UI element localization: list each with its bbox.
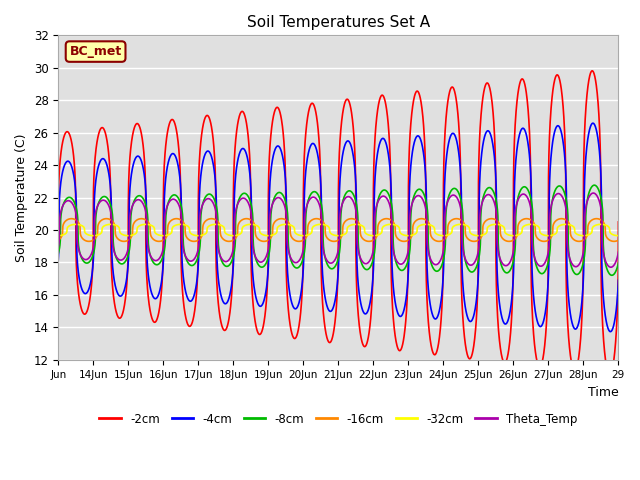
- -16cm: [377, 218, 385, 224]
- Theta_Temp: [416, 193, 424, 199]
- Theta_Temp: [54, 244, 62, 250]
- -4cm: [142, 192, 150, 197]
- -8cm: [485, 185, 493, 191]
- -4cm: [607, 329, 614, 335]
- -8cm: [377, 190, 385, 195]
- -32cm: [417, 223, 424, 228]
- Theta_Temp: [161, 211, 169, 216]
- -32cm: [566, 222, 573, 228]
- -8cm: [608, 273, 616, 278]
- -4cm: [416, 135, 424, 141]
- X-axis label: Time: Time: [588, 386, 618, 399]
- -16cm: [566, 221, 573, 227]
- -2cm: [588, 68, 596, 74]
- -4cm: [54, 257, 62, 263]
- -2cm: [377, 93, 385, 99]
- -4cm: [161, 179, 169, 185]
- Theta_Temp: [485, 192, 493, 198]
- -16cm: [485, 216, 493, 222]
- Title: Soil Temperatures Set A: Soil Temperatures Set A: [247, 15, 430, 30]
- -4cm: [485, 128, 493, 134]
- -16cm: [68, 216, 76, 222]
- -16cm: [610, 239, 618, 244]
- Text: BC_met: BC_met: [70, 45, 122, 58]
- Theta_Temp: [589, 190, 597, 196]
- -32cm: [162, 233, 170, 239]
- -32cm: [72, 221, 79, 227]
- -2cm: [485, 82, 493, 88]
- Legend: -2cm, -4cm, -8cm, -16cm, -32cm, Theta_Temp: -2cm, -4cm, -8cm, -16cm, -32cm, Theta_Te…: [95, 408, 582, 431]
- -8cm: [161, 238, 169, 243]
- Line: -4cm: -4cm: [58, 123, 618, 332]
- -8cm: [416, 186, 424, 192]
- -8cm: [54, 251, 62, 256]
- Line: Theta_Temp: Theta_Temp: [58, 193, 618, 267]
- Line: -2cm: -2cm: [58, 71, 618, 375]
- -8cm: [142, 203, 150, 209]
- Theta_Temp: [377, 194, 385, 200]
- -2cm: [54, 219, 62, 225]
- Line: -32cm: -32cm: [58, 224, 618, 236]
- -2cm: [606, 372, 614, 378]
- -2cm: [161, 147, 169, 153]
- -4cm: [566, 303, 573, 309]
- Theta_Temp: [607, 264, 615, 270]
- -32cm: [54, 233, 62, 239]
- -8cm: [591, 182, 598, 188]
- -32cm: [485, 223, 493, 229]
- Y-axis label: Soil Temperature (C): Soil Temperature (C): [15, 133, 28, 262]
- -32cm: [614, 233, 622, 239]
- -2cm: [566, 343, 573, 348]
- -4cm: [377, 137, 385, 143]
- -8cm: [566, 254, 573, 260]
- -2cm: [142, 252, 150, 258]
- Line: -8cm: -8cm: [58, 185, 618, 276]
- -32cm: [377, 230, 385, 236]
- -2cm: [614, 219, 622, 225]
- -4cm: [614, 277, 622, 283]
- -16cm: [417, 216, 424, 222]
- -16cm: [162, 235, 170, 241]
- Theta_Temp: [614, 249, 622, 255]
- Theta_Temp: [566, 254, 573, 260]
- Line: -16cm: -16cm: [58, 219, 618, 241]
- -2cm: [416, 95, 424, 100]
- -16cm: [614, 237, 622, 243]
- -4cm: [589, 120, 596, 126]
- -32cm: [142, 221, 150, 227]
- -16cm: [54, 237, 62, 243]
- -8cm: [614, 260, 622, 266]
- -16cm: [142, 217, 150, 223]
- Theta_Temp: [142, 210, 150, 216]
